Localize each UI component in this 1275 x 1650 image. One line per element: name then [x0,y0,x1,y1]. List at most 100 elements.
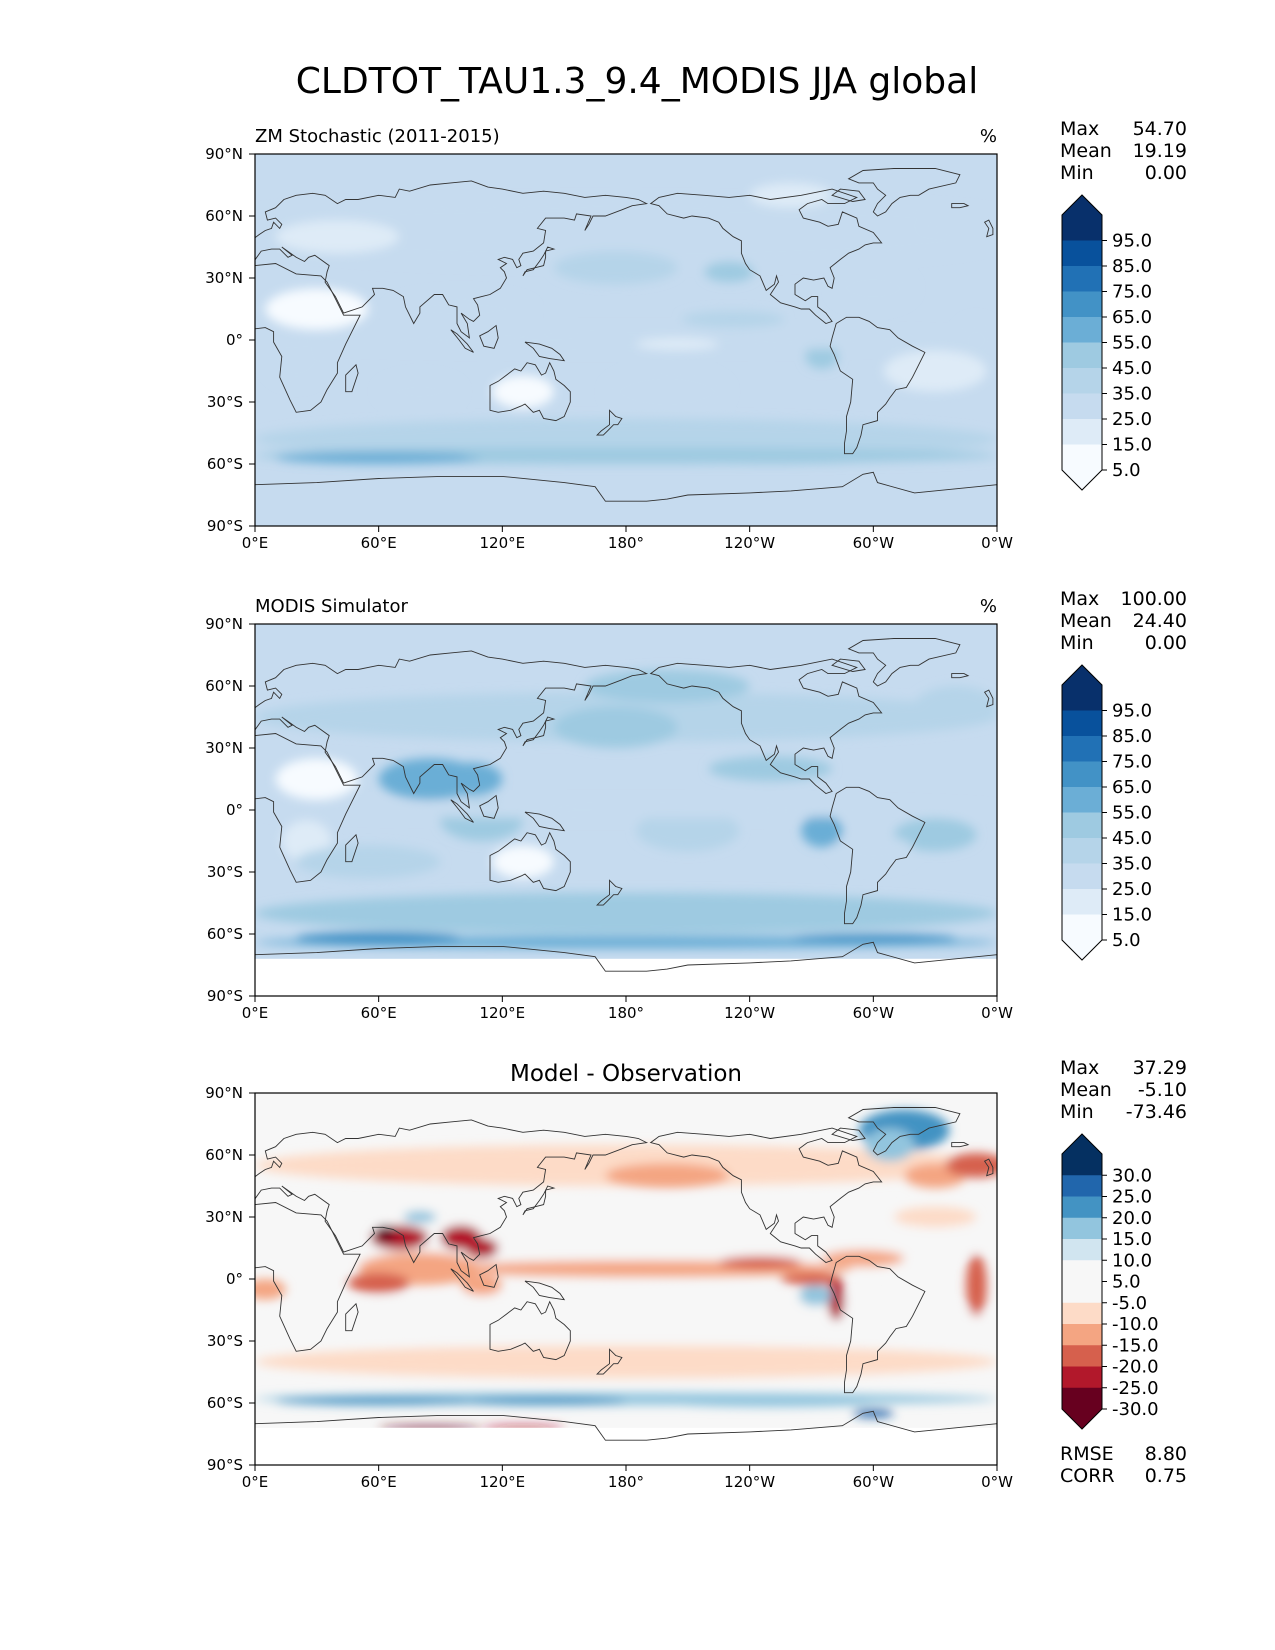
field-blob [832,834,915,868]
coastline [649,1127,883,1264]
coastline [255,1410,997,1465]
field-blob [461,1396,626,1405]
colorbar-tick-label: 5.0 [1112,930,1141,951]
colorbar-tick-label: 45.0 [1112,358,1152,379]
coastlines [255,168,997,526]
colorbar-extend-bottom [1062,470,1102,490]
colorbar-tick-label: 25.0 [1112,879,1152,900]
x-tick-label: 0°E [242,534,269,552]
x-tick-label: 0°E [242,1473,269,1491]
stat-label: Max [1060,1057,1099,1079]
x-tick-label: 120°W [724,534,775,552]
coastline [450,799,474,823]
colorbar-tick-label: 20.0 [1112,1208,1152,1229]
field-blob [584,669,750,703]
colorbar-segment [1062,1196,1102,1219]
coastline [450,1268,474,1292]
panel-title: ZM Stochastic (2011-2015) [255,126,500,147]
map-panel-1: ZM Stochastic (2011-2015) % 0°E 60°E 120°E 18… [205,118,1187,552]
missing-data [255,1427,997,1465]
colorbar: 95.0 85.0 75.0 65.0 55.0 45.0 35.0 25.0 15.0 5.0 [1061,194,1152,491]
colorbar-tick-label: 75.0 [1112,282,1152,303]
coastlines [255,1107,997,1465]
stat-value: 37.29 [1133,1057,1187,1079]
coastline [522,246,556,277]
field-blob [799,1285,833,1306]
colorbar-segment [1062,889,1102,915]
field-blob [492,375,554,409]
field-blob [708,756,833,782]
colorbar-segment [1062,215,1102,241]
field-blob [553,251,678,285]
coastline [847,638,961,687]
y-tick-label: 60°S [207,925,243,943]
field-blob [275,758,358,800]
coastline [522,1185,556,1216]
colorbar-segment [1062,787,1102,813]
field-blob [780,1272,843,1286]
field-blob [265,335,328,386]
y-tick-label: 60°S [207,1394,243,1412]
coastline [489,1300,571,1361]
field-blob [636,810,740,852]
stat-value: 24.40 [1133,610,1187,632]
coastline [450,329,474,353]
figure-title: CLDTOT_TAU1.3_9.4_MODIS JJA global [296,61,978,102]
stat-label: Mean [1060,610,1112,632]
panel-units: % [980,126,997,147]
field-blob [492,845,554,879]
stat-label: Min [1060,162,1094,184]
colorbar-extend-top [1062,195,1102,215]
x-tick-label: 120°E [480,534,526,552]
colorbar: 30.025.020.015.010.05.0-5.0-10.0-15.0-20… [1061,1133,1159,1430]
stat-label: RMSE [1060,1443,1114,1465]
field-blob [378,375,462,409]
x-tick-label: 120°W [724,1004,775,1022]
colorbar-segment [1062,761,1102,788]
colorbar-segment [1062,1281,1102,1304]
colorbar-extend-bottom [1062,940,1102,960]
field-blob [801,814,843,848]
y-tick-label: 30°S [207,393,243,411]
x-tick-label: 180° [608,534,644,552]
field-layer [255,1093,997,1465]
stat-label: Min [1060,632,1094,654]
x-tick-label: 60°W [853,534,895,552]
field-blob [945,1152,997,1178]
y-tick-label: 30°S [207,863,243,881]
y-tick-label: 60°S [207,455,243,473]
field-blob [832,267,915,309]
x-tick-label: 180° [608,1004,644,1022]
colorbar-tick-label: -25.0 [1112,1378,1159,1399]
field-blob [255,329,997,351]
field-blob [255,199,997,233]
field-blob [914,686,997,728]
field-blob [275,1396,482,1405]
field-blob [883,350,987,392]
coastline [345,833,359,863]
stat-value: -73.46 [1126,1101,1187,1123]
x-tick-label: 60°E [361,534,397,552]
colorbar-segment [1062,1217,1102,1240]
coastline [983,689,994,708]
coastline [649,658,883,795]
stat-label: CORR [1060,1465,1115,1487]
missing-data [255,958,997,996]
colorbar-segment [1062,1239,1102,1261]
field-blob [646,451,894,464]
stat-label: Mean [1060,140,1112,162]
colorbar-tick-label: 15.0 [1112,905,1152,926]
coastline [596,409,623,436]
field-blob [403,1210,437,1224]
stat-label: Min [1060,1101,1094,1123]
colorbar-segment [1062,444,1102,471]
coastline [255,180,649,339]
field-blob [966,1254,987,1317]
colorbar-tick-label: 25.0 [1112,409,1152,430]
colorbar-tick-label: 65.0 [1112,777,1152,798]
field-blob [461,447,626,460]
colorbar-tick-label: 5.0 [1112,1272,1141,1293]
colorbar-segment [1062,710,1102,737]
coastline [951,203,970,209]
y-tick-label: 30°N [205,269,243,287]
